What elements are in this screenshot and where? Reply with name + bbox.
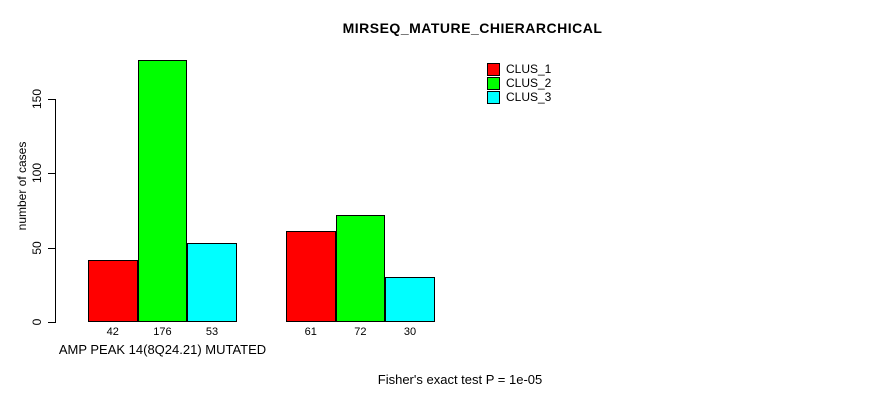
legend-label: CLUS_3 — [506, 90, 552, 104]
bar-value-label: 72 — [354, 326, 367, 338]
legend: CLUS_1 CLUS_2 CLUS_3 — [487, 63, 551, 105]
y-axis-tick — [48, 322, 55, 323]
bar-clus_1-group2 — [286, 231, 336, 322]
y-axis-label: number of cases — [15, 141, 29, 231]
legend-label: CLUS_2 — [506, 76, 552, 90]
y-axis-tick-label: 0 — [30, 318, 44, 326]
bar-value-label: 53 — [205, 326, 219, 338]
y-axis-tick-label: 150 — [30, 88, 44, 110]
chart-title: MIRSEQ_MATURE_CHIERARCHICAL — [342, 20, 603, 36]
x-axis-label: AMP PEAK 14(8Q24.21) MUTATED — [58, 342, 267, 357]
y-axis-tick-label: 50 — [30, 240, 44, 255]
bar-value-label: 176 — [153, 326, 172, 338]
legend-swatch-icon — [487, 77, 500, 90]
legend-item-clus_1: CLUS_1 — [487, 63, 551, 76]
y-axis-tick — [48, 99, 55, 100]
bar-clus_2-group1 — [137, 60, 188, 322]
y-axis-line — [55, 99, 56, 323]
legend-item-clus_3: CLUS_3 — [487, 91, 551, 104]
legend-item-clus_2: CLUS_2 — [487, 77, 551, 90]
y-axis-tick — [48, 173, 55, 175]
bar-clus_2-group2 — [335, 214, 386, 322]
bar-value-label: 61 — [304, 326, 317, 338]
legend-swatch-icon — [487, 63, 500, 76]
y-axis-tick — [48, 247, 55, 249]
bar-clus_1-group1 — [88, 259, 138, 322]
bar-value-label: 30 — [403, 326, 417, 338]
legend-swatch-icon — [487, 91, 500, 104]
bar-clus_3-group2 — [385, 277, 435, 322]
bar-clus_3-group1 — [187, 243, 237, 322]
annotation-text: Fisher's exact test P = 1e-05 — [377, 372, 543, 387]
y-axis-tick-label: 100 — [30, 163, 44, 184]
bar-value-label: 42 — [106, 326, 119, 338]
legend-label: CLUS_1 — [506, 62, 552, 76]
